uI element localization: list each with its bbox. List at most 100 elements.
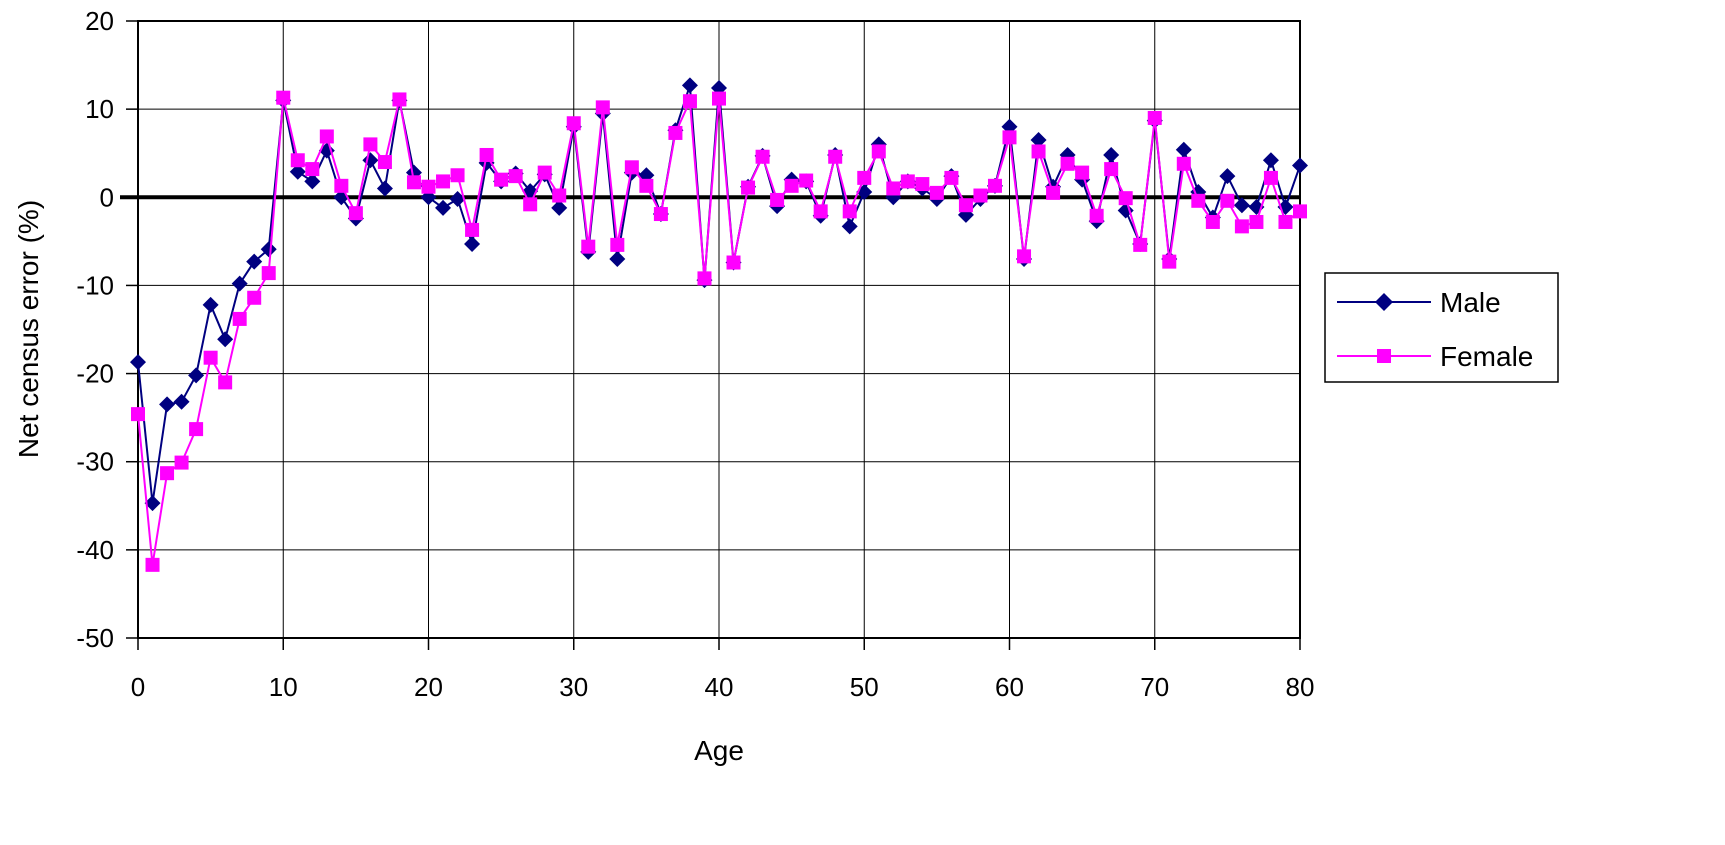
data-point-female [712, 91, 726, 106]
data-point-female [363, 137, 378, 152]
legend-box [1324, 272, 1559, 383]
data-point-male [289, 163, 306, 180]
data-point-male [551, 199, 568, 216]
series-layer [130, 77, 1308, 572]
data-point-female [160, 466, 175, 481]
data-point-female [653, 207, 668, 222]
data-point-male [1117, 202, 1134, 219]
x-tick-label: 30 [559, 672, 588, 702]
data-point-female [784, 178, 799, 193]
data-point-female [595, 100, 610, 115]
data-point-male [1103, 146, 1120, 163]
data-point-female [871, 144, 886, 159]
data-point-female [523, 197, 538, 212]
y-axis-title: Net census error (%) [13, 200, 44, 458]
x-tick-label: 50 [850, 672, 879, 702]
x-tick-label: 80 [1286, 672, 1315, 702]
data-point-female [857, 170, 872, 185]
legend-female-marker [1377, 349, 1391, 363]
data-point-female [668, 125, 683, 140]
data-point-male [217, 331, 234, 348]
data-point-female [508, 169, 523, 184]
data-point-female [741, 180, 756, 195]
data-point-female [377, 155, 392, 170]
gridlines [137, 20, 1301, 639]
data-point-female [392, 92, 407, 107]
data-point-female [1104, 162, 1119, 177]
legend-female-label: Female [1440, 341, 1533, 372]
data-point-female [450, 168, 465, 183]
data-point-female [406, 175, 421, 190]
data-point-female [1293, 204, 1307, 219]
y-tick-label: -30 [76, 447, 114, 477]
legend-male-marker [1375, 293, 1393, 311]
x-axis-title: Age [694, 735, 744, 766]
data-point-male [1219, 168, 1236, 185]
data-point-female [929, 185, 944, 200]
data-point-male [1233, 197, 1250, 214]
data-point-female [566, 116, 581, 131]
data-point-male [231, 275, 248, 292]
data-point-female [639, 178, 654, 193]
y-tick-label: 10 [85, 94, 114, 124]
data-point-female [537, 165, 552, 180]
data-point-female [1205, 214, 1220, 229]
data-point-female [842, 204, 857, 219]
x-tick-label: 60 [995, 672, 1024, 702]
data-point-female [944, 170, 959, 185]
data-point-female [1278, 214, 1293, 229]
data-point-male [1030, 131, 1047, 148]
data-point-female [334, 178, 349, 193]
series-markers-female [131, 90, 1307, 572]
data-point-female [218, 375, 233, 390]
data-point-male [159, 396, 176, 413]
data-point-male [1262, 152, 1279, 169]
legend-male-label: Male [1440, 287, 1501, 318]
data-point-male [681, 77, 698, 94]
data-point-male [260, 241, 277, 258]
data-point-male [609, 250, 626, 267]
data-point-female [755, 149, 770, 164]
data-point-female [348, 206, 363, 221]
data-point-female [1133, 237, 1148, 252]
data-point-female [261, 266, 276, 281]
data-point-male [304, 173, 321, 190]
x-tick-label: 70 [1140, 672, 1169, 702]
y-tick-label: -10 [76, 270, 114, 300]
data-point-female [1002, 130, 1017, 145]
data-point-female [479, 147, 494, 162]
data-point-female [1220, 193, 1235, 208]
data-point-female [958, 198, 973, 213]
data-point-female [319, 129, 334, 144]
data-point-female [290, 153, 305, 168]
data-point-female [232, 311, 247, 326]
data-point-female [1191, 193, 1206, 208]
data-point-female [581, 239, 596, 254]
data-point-male [188, 367, 205, 384]
data-point-female [1031, 144, 1046, 159]
data-point-female [682, 94, 697, 109]
data-point-female [145, 557, 160, 572]
data-point-female [305, 162, 320, 177]
data-point-female [1118, 191, 1133, 206]
data-point-female [813, 204, 828, 219]
y-tick-label: 20 [85, 6, 114, 36]
data-point-female [1147, 110, 1162, 125]
x-tick-label: 10 [269, 672, 298, 702]
data-point-female [436, 174, 451, 189]
data-point-female [1089, 208, 1104, 223]
data-point-male [144, 495, 161, 512]
data-point-female [203, 350, 218, 365]
data-point-female [726, 255, 741, 270]
data-point-male [1175, 141, 1192, 158]
data-point-female [886, 181, 901, 196]
x-tick-label: 20 [414, 672, 443, 702]
y-axis-ticks: 20 10 0 -10 -20 -30 -40 -50 [76, 6, 138, 653]
y-tick-label: -20 [76, 359, 114, 389]
y-tick-label: -40 [76, 535, 114, 565]
data-point-male [1292, 157, 1308, 174]
data-point-female [973, 188, 988, 203]
data-point-female [552, 188, 567, 203]
data-point-female [421, 179, 436, 194]
